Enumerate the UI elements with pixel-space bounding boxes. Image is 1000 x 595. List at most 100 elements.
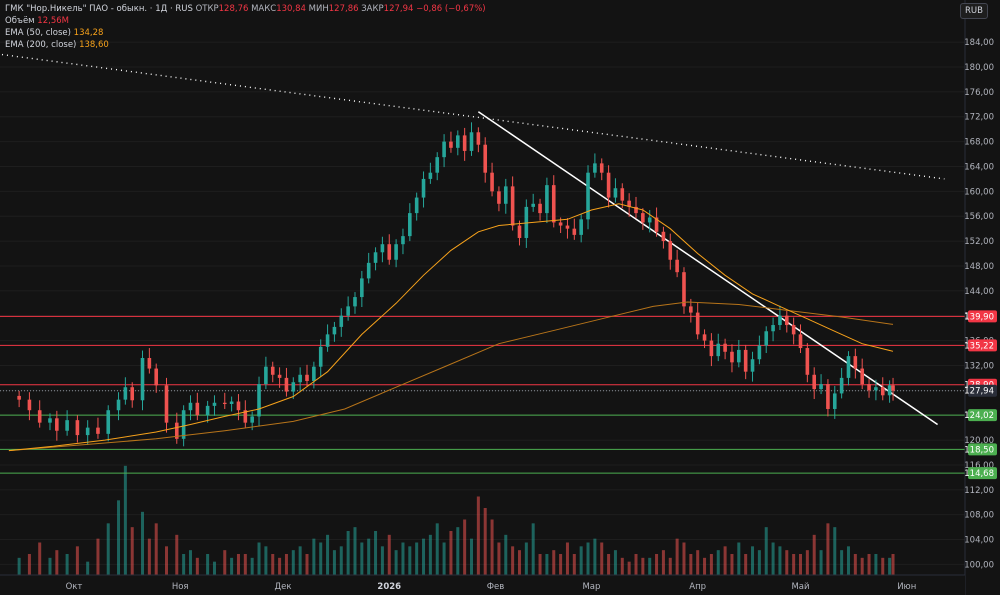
candle-body [750,359,755,372]
volume-bar [867,554,871,577]
candle-body [517,225,522,238]
candle-body [757,345,762,360]
volume-bar [648,557,652,577]
volume-bar [182,554,186,577]
volume-bar [757,550,761,577]
candle-body [174,422,179,439]
candle-body [264,366,268,385]
volume-bar [106,523,110,577]
volume-bar [483,508,487,577]
volume-bar [212,561,216,577]
volume-bar [565,542,569,577]
ema200-label[interactable]: EMA (200, close) [5,40,77,50]
candle-body [305,374,309,381]
candle-body [332,326,337,335]
y-tick-label: 144,00 [964,287,994,297]
volume-value: 12,56M [37,16,69,26]
volume-bar [449,531,453,577]
candle-body [96,427,100,434]
volume-bar [545,554,549,577]
volume-bar [141,511,145,577]
candle-body [325,334,330,347]
volume-bar [291,550,295,577]
price-label: 135,22 [964,341,994,351]
change-value: −0,86 (−0,67%) [416,4,486,14]
volume-bar [833,527,837,577]
y-tick-label: 160,00 [964,187,994,197]
open-label: ОТКР [195,4,219,14]
symbol-title[interactable]: ГМК "Нор.Никель" ПАО - обыкн. · 1Д · RUS [5,4,193,14]
volume-bar [799,554,803,577]
volume-bar [470,538,474,577]
volume-bar [840,550,844,577]
volume-bar [764,527,768,577]
candle-body [867,384,871,391]
volume-bar [278,557,282,577]
y-tick-label: 108,00 [964,511,994,521]
y-tick-label: 116,00 [964,461,994,471]
price-label-box [968,339,997,352]
y-tick-label: 148,00 [964,262,994,272]
volume-bar [552,550,556,577]
volume-label[interactable]: Объём [5,16,35,26]
x-tick-label: 2026 [377,582,401,592]
volume-bar [326,534,330,577]
volume-bar [257,542,261,577]
candle-body [524,206,529,238]
candle-body [312,366,316,381]
candle-body [737,349,741,363]
candle-body [243,410,248,423]
candle-body [551,185,556,223]
volume-bar [346,531,350,577]
candle-body [205,405,210,416]
candle-body [154,368,159,386]
candle-body [716,343,721,357]
volume-bar [613,550,617,577]
x-tick-label: Фев [487,582,505,592]
volume-bar [572,554,576,577]
volume-bar [332,550,336,577]
ema50-label[interactable]: EMA (50, close) [5,28,71,38]
volume-bar [655,554,659,577]
candle-body [212,402,217,406]
volume-bar [387,534,391,577]
x-tick-label: Дек [275,582,292,592]
volume-bar [517,550,521,577]
y-tick-label: 100,00 [964,560,994,570]
volume-bar [463,519,467,577]
candle-body [490,172,494,192]
volume-bar [312,538,316,577]
price-label-box [968,310,997,323]
volume-bar [96,538,100,577]
candle-body [826,384,830,409]
time-axis [0,575,965,595]
candle-body [380,244,385,253]
close-label: ЗАКР [361,4,384,14]
volume-bar [117,500,121,577]
volume-bar [538,554,542,577]
candle-body [339,315,344,327]
candle-body [421,178,426,198]
candle-body [586,172,590,220]
volume-bar [55,550,59,577]
candle-body [236,401,241,411]
volume-bar [401,542,405,577]
volume-bar [206,554,210,577]
volume-bar [428,534,432,577]
candle-body [250,416,254,423]
ema200-value: 138,60 [79,40,109,50]
candle-body [222,402,227,405]
ema200-line [8,301,894,452]
volume-bar [874,554,878,577]
volume-bar [620,557,624,577]
volume-bar [435,523,439,577]
candle-body [387,244,392,260]
currency-button[interactable]: RUB [960,3,988,19]
candle-body [48,418,52,423]
candle-body [442,141,446,158]
candle-body [116,399,121,411]
volume-bar [668,557,672,577]
volume-bar [339,546,343,577]
